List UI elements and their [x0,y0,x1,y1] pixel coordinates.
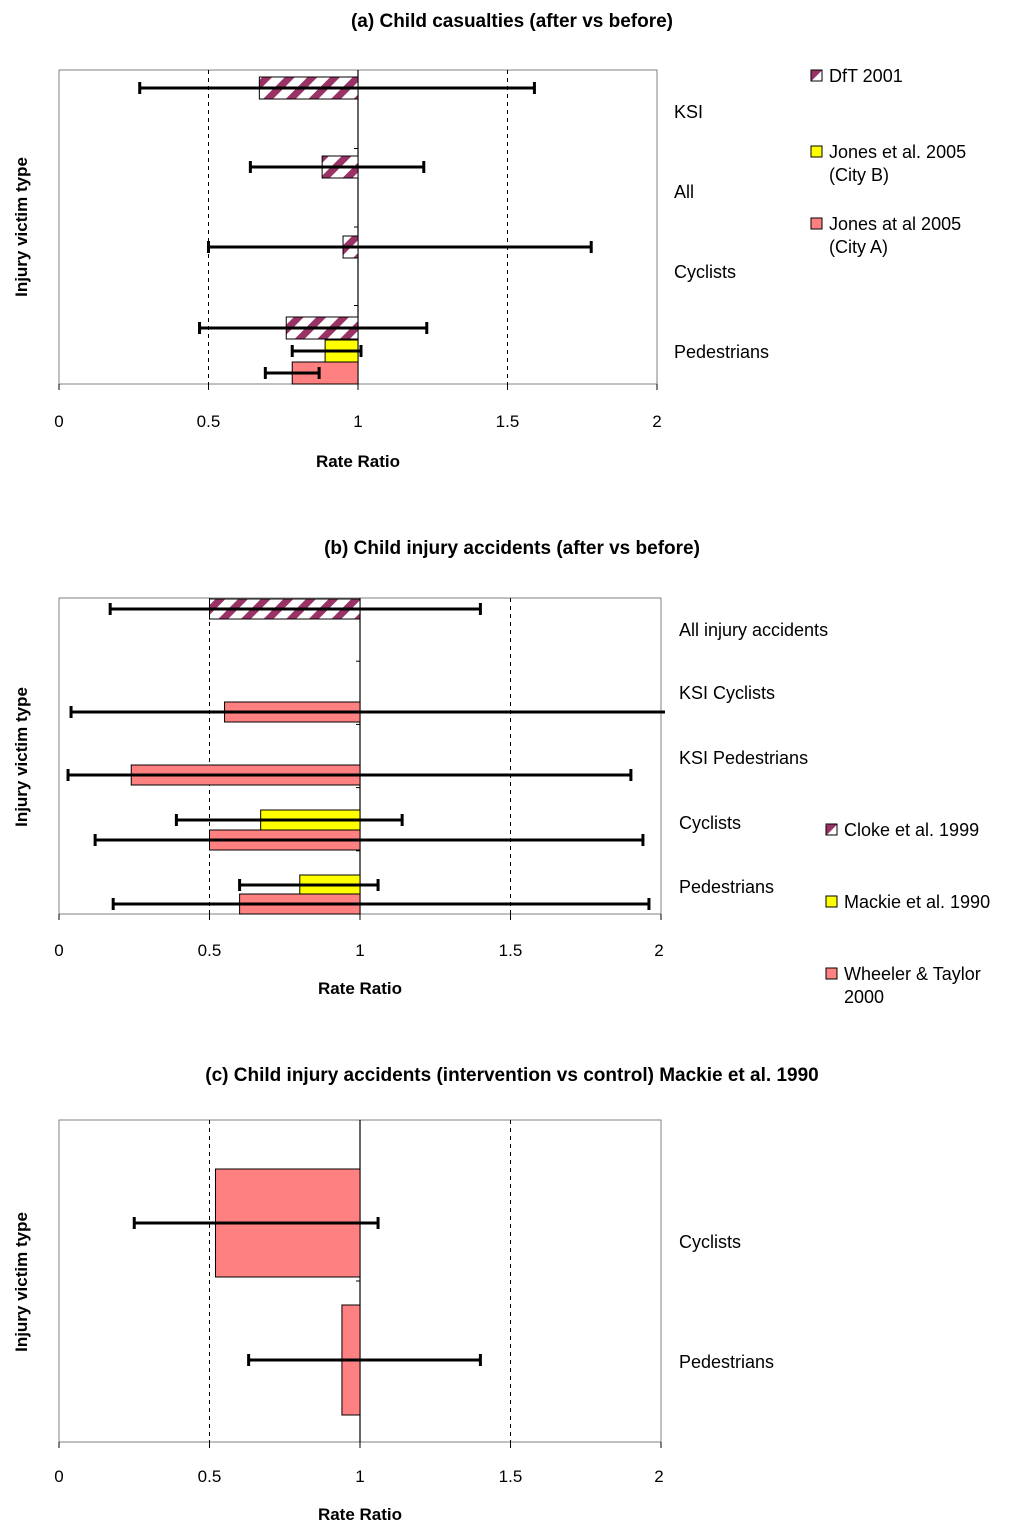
chart-b-category-ksi-cyclists: KSI Cyclists [679,683,775,703]
chart-b-tick-4: 2 [654,941,663,960]
legend-swatch-dft-2001 [810,69,823,82]
chart-b-plot [58,598,665,920]
chart-b-category-ksi-pedestrians: KSI Pedestrians [679,748,808,768]
chart-c-tick-3: 1.5 [499,1467,523,1486]
chart-c-category-cyclists: Cyclists [679,1232,741,1252]
chart-a: (a) Child casualties (after vs before) 0… [12,11,966,471]
chart-b-ylabel: Injury victim type [12,687,31,827]
chart-c-ylabel: Injury victim type [12,1212,31,1352]
chart-a-category-pedestrians: Pedestrians [674,342,769,362]
chart-c-tick-1: 0.5 [198,1467,222,1486]
chart-a-tick-4: 2 [652,412,661,431]
chart-a-ylabel: Injury victim type [12,157,31,297]
chart-c-tick-2: 1 [355,1467,364,1486]
chart-b: (b) Child injury accidents (after vs bef… [12,538,990,1007]
chart-b-tick-2: 1 [355,941,364,960]
chart-b-category-cyclists: Cyclists [679,813,741,833]
chart-a-tick-1: 0.5 [197,412,221,431]
chart-b-tick-1: 0.5 [198,941,222,960]
chart-a-tick-2: 1 [353,412,362,431]
chart-c-category-pedestrians: Pedestrians [679,1352,774,1372]
legend-label-cloke-1999: Cloke et al. 1999 [844,820,979,840]
chart-a-tick-0: 0 [54,412,63,431]
chart-c: (c) Child injury accidents (intervention… [12,1065,819,1524]
chart-c-tick-0: 0 [54,1467,63,1486]
chart-c-tick-4: 2 [654,1467,663,1486]
chart-b-category-pedestrians: Pedestrians [679,877,774,897]
chart-a-category-all: All [674,182,694,202]
legend-swatch-mackie-1990 [825,895,838,908]
chart-c-x-ticks: 0 0.5 1 1.5 2 [54,1467,663,1486]
chart-a-tick-3: 1.5 [496,412,520,431]
chart-a-xlabel: Rate Ratio [316,452,400,471]
chart-b-tick-0: 0 [54,941,63,960]
chart-c-plot [58,1120,662,1448]
chart-b-xlabel: Rate Ratio [318,979,402,998]
chart-b-x-ticks: 0 0.5 1 1.5 2 [54,941,663,960]
legend-swatch-jones-city-a [810,217,823,230]
chart-b-category-all-injury: All injury accidents [679,620,828,640]
legend-swatch-jones-city-b [810,145,823,158]
legend-label-mackie-1990: Mackie et al. 1990 [844,892,990,912]
legend-label-dft-2001: DfT 2001 [829,66,903,86]
chart-a-title: (a) Child casualties (after vs before) [351,11,673,32]
legend-label-jones-city-a: Jones at al 2005 (City A) [829,214,961,257]
chart-b-legend: Cloke et al. 1999 Mackie et al. 1990 Whe… [825,820,990,1007]
legend-swatch-cloke-1999 [825,823,838,836]
chart-a-x-ticks: 0 0.5 1 1.5 2 [54,412,661,431]
legend-label-jones-city-b: Jones et al. 2005 (City B) [829,142,966,185]
legend-swatch-wheeler-taylor-2000 [825,967,838,980]
chart-b-title: (b) Child injury accidents (after vs bef… [324,538,700,559]
chart-b-tick-3: 1.5 [499,941,523,960]
chart-a-category-cyclists: Cyclists [674,262,736,282]
chart-a-legend: DfT 2001 Jones et al. 2005 (City B) Jones… [810,66,966,257]
chart-c-xlabel: Rate Ratio [318,1505,402,1523]
chart-a-category-ksi: KSI [674,102,703,122]
chart-c-title: (c) Child injury accidents (intervention… [205,1065,818,1086]
chart-a-plot [58,70,658,390]
legend-label-wheeler-taylor-2000: Wheeler & Taylor 2000 [844,964,981,1007]
